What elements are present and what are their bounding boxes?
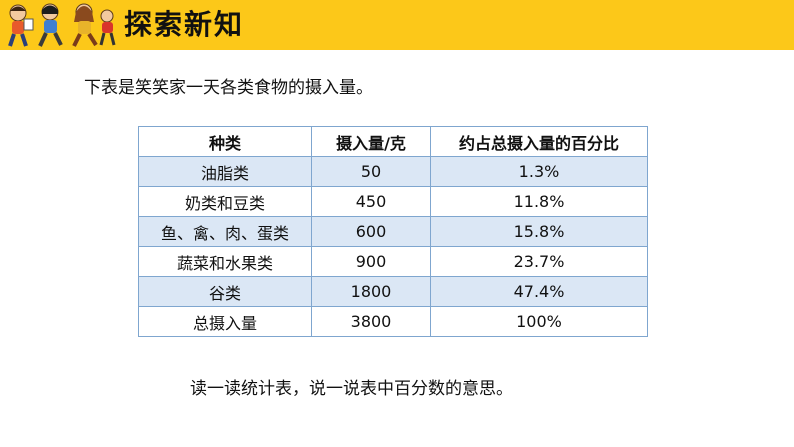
table-row: 谷类 1800 47.4% xyxy=(138,276,648,307)
food-intake-table: 种类 摄入量/克 约占总摄入量的百分比 油脂类 50 1.3% 奶类和豆类 45… xyxy=(138,126,648,337)
column-header: 摄入量/克 xyxy=(311,126,431,157)
column-header: 约占总摄入量的百分比 xyxy=(430,126,648,157)
table-cell: 1.3% xyxy=(430,156,648,187)
table-row: 蔬菜和水果类 900 23.7% xyxy=(138,246,648,277)
table-cell: 谷类 xyxy=(138,276,312,307)
table-cell: 15.8% xyxy=(430,216,648,247)
table-cell: 450 xyxy=(311,186,431,217)
table-row: 油脂类 50 1.3% xyxy=(138,156,648,187)
page-title: 探索新知 xyxy=(124,8,245,41)
table-cell: 900 xyxy=(311,246,431,277)
table-row: 总摄入量 3800 100% xyxy=(138,306,648,337)
table-cell: 1800 xyxy=(311,276,431,307)
table-cell: 总摄入量 xyxy=(138,306,312,337)
table-cell: 600 xyxy=(311,216,431,247)
table-cell: 47.4% xyxy=(430,276,648,307)
intro-text: 下表是笑笑家一天各类食物的摄入量。 xyxy=(84,78,373,98)
table-row: 鱼、禽、肉、蛋类 600 15.8% xyxy=(138,216,648,247)
table-row: 奶类和豆类 450 11.8% xyxy=(138,186,648,217)
table-cell: 11.8% xyxy=(430,186,648,217)
students-running-illustration xyxy=(8,3,116,47)
discussion-prompt: 读一读统计表，说一说表中百分数的意思。 xyxy=(190,379,513,399)
table-cell: 奶类和豆类 xyxy=(138,186,312,217)
table-cell: 50 xyxy=(311,156,431,187)
table-cell: 3800 xyxy=(311,306,431,337)
table-cell: 23.7% xyxy=(430,246,648,277)
table-cell: 100% xyxy=(430,306,648,337)
table-cell: 油脂类 xyxy=(138,156,312,187)
table-cell: 蔬菜和水果类 xyxy=(138,246,312,277)
table-cell: 鱼、禽、肉、蛋类 xyxy=(138,216,312,247)
header-banner: 探索新知 xyxy=(0,0,794,50)
table-header-row: 种类 摄入量/克 约占总摄入量的百分比 xyxy=(138,126,648,157)
column-header: 种类 xyxy=(138,126,312,157)
